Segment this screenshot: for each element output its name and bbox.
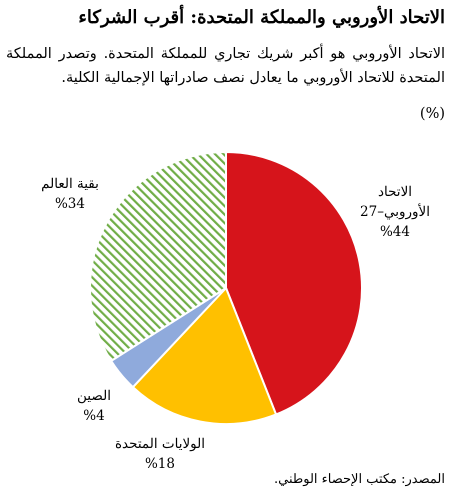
label-rest-of-world: بقية العالم %34 — [41, 176, 99, 212]
slice-us — [131, 286, 278, 425]
label-us: الولايات المتحدة %18 — [115, 436, 205, 472]
unit-label: (%) — [419, 106, 445, 122]
slice-rest-of-world — [89, 150, 227, 363]
chart-title: الاتحاد الأوروبي والمملكة المتحدة: أقرب … — [78, 7, 445, 28]
chart-subtitle: الاتحاد الأوروبي هو أكبر شريك تجاري للمم… — [6, 46, 445, 86]
source-note: المصدر: مكتب الإحصاء الوطني. — [273, 472, 445, 487]
label-china: الصين %4 — [77, 388, 111, 424]
label-eu: الاتحاد الأوروبي–27 %44 — [360, 184, 430, 240]
slice-eu — [225, 150, 363, 416]
